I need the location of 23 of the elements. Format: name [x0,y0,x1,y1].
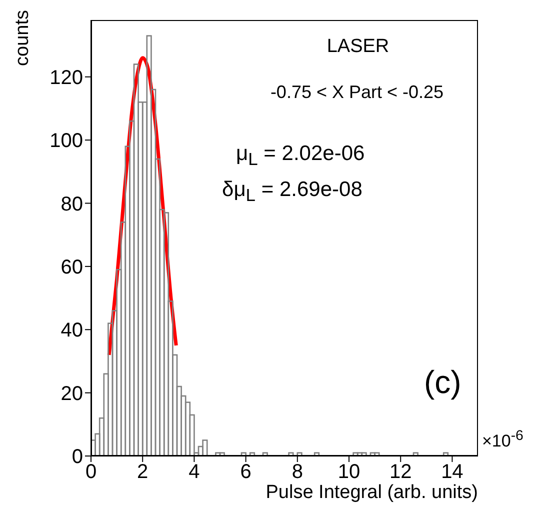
annotation: LASER [326,36,390,58]
x-tick-label: 12 [389,461,412,484]
annotation: -0.75 < X Part < -0.25 [269,82,445,103]
y-tick-label: 20 [60,382,83,405]
annotation: (c) [424,364,462,401]
text: ×10$^{-6}$ [482,428,524,452]
x-tick-label: 10 [338,461,360,484]
y-tick-label: 60 [60,256,83,279]
x-tick-label: 4 [188,461,200,484]
y-tick-label: 40 [60,320,83,342]
y-tick-label: 100 [50,130,83,152]
x-tick-label: 8 [292,461,303,484]
x-tick-label: 14 [441,461,464,484]
y-tick-label: 80 [60,193,83,216]
x-tick-label: 0 [85,461,97,484]
x-axis-title: Pulse Integral (arb. units) [266,482,478,504]
y-tick-label: 120 [50,66,83,89]
x-tick-label: 2 [137,461,148,484]
annotation: δμ$_{L}$ = 2.69e-08 [222,178,362,206]
annotation: μ$_{L}$ = 2.02e-06 [236,142,365,170]
x-tick-label: 6 [240,461,252,484]
y-tick-label: 0 [72,446,83,468]
y-axis-title: counts [12,10,34,66]
